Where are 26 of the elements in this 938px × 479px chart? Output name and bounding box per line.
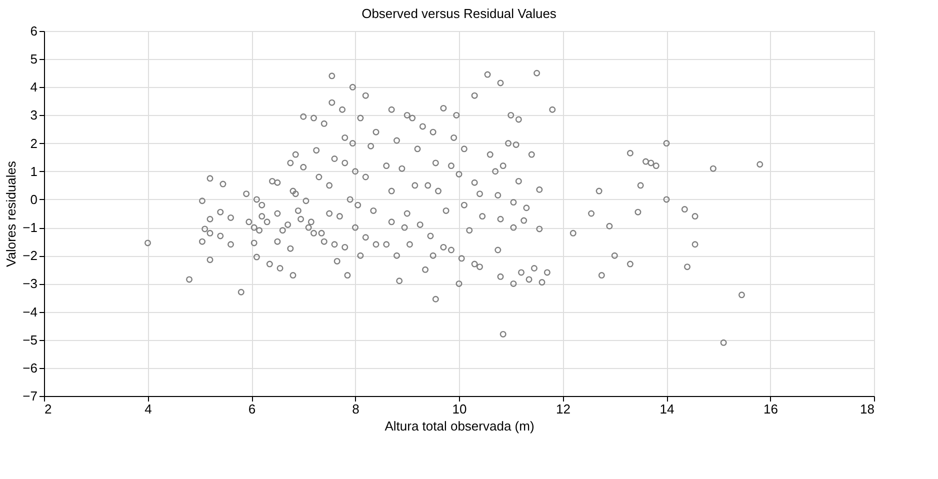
y-tick-label: −3 xyxy=(22,276,38,292)
y-tick-label: 2 xyxy=(30,136,38,151)
x-tick-label: 2 xyxy=(44,402,52,416)
x-axis-title: Altura total observada (m) xyxy=(384,418,534,434)
x-tick-label: 12 xyxy=(556,402,570,416)
x-tick-label: 14 xyxy=(660,402,674,416)
x-tick-label: 16 xyxy=(764,402,778,416)
x-tick-label: 4 xyxy=(144,402,152,416)
y-tick-label: 3 xyxy=(30,108,38,123)
x-tick-label: 6 xyxy=(248,402,256,416)
y-tick-label: 4 xyxy=(30,80,38,95)
y-tick-label: 1 xyxy=(30,164,38,179)
y-tick-label: 6 xyxy=(30,24,38,38)
y-tick-label: −6 xyxy=(22,360,38,376)
y-tick-label: 5 xyxy=(30,52,38,67)
x-tick-label: 18 xyxy=(860,402,874,416)
y-tick-label: −5 xyxy=(22,332,38,348)
y-tick-label: −1 xyxy=(22,220,38,236)
x-tick-label: 10 xyxy=(452,402,467,416)
y-tick-label: −7 xyxy=(22,388,38,404)
y-tick-label: −2 xyxy=(22,248,38,264)
chart-title: Observed versus Residual Values xyxy=(362,6,557,21)
y-tick-label: 0 xyxy=(30,192,38,207)
y-tick-label: −4 xyxy=(22,304,38,320)
y-axis-title: Valores residuales xyxy=(4,160,19,267)
x-tick-label: 8 xyxy=(352,402,360,416)
